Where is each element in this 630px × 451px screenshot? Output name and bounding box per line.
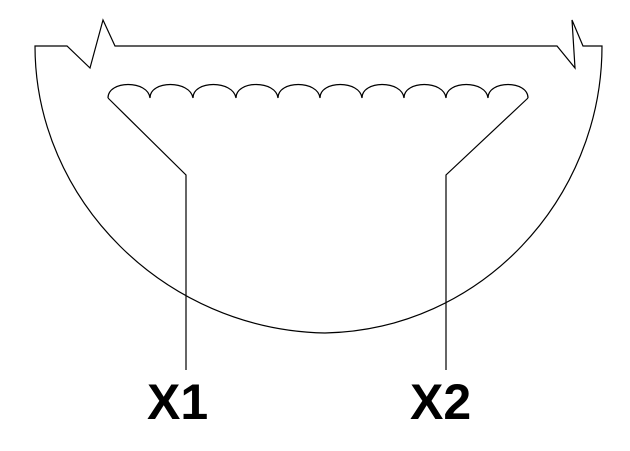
housing-outline <box>34 18 603 334</box>
lead-x1 <box>107 97 187 370</box>
terminal-label-x2: X2 <box>410 374 472 430</box>
terminal-label-x1: X1 <box>147 374 209 430</box>
winding-coil <box>107 84 529 99</box>
lead-x2 <box>445 97 529 370</box>
